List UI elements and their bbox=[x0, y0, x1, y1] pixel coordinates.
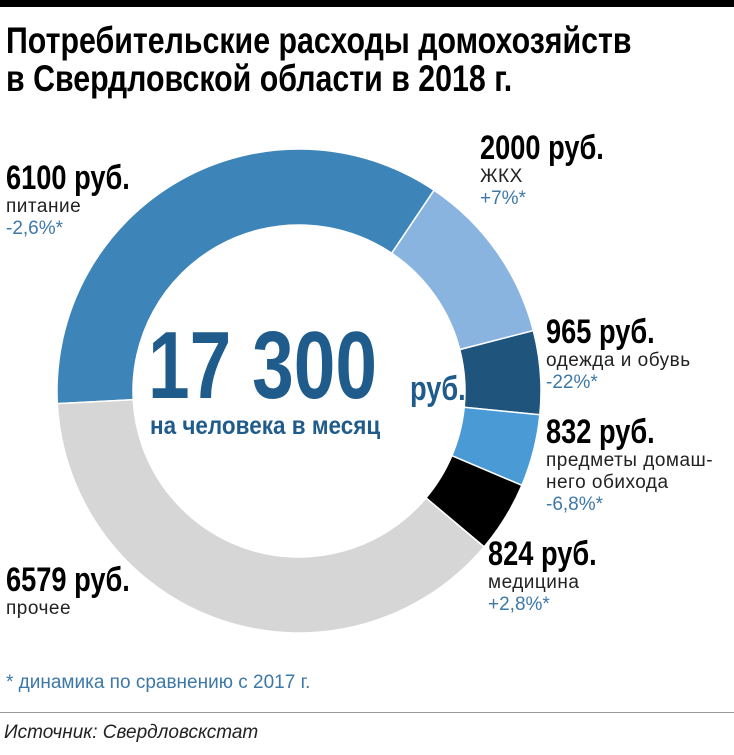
category-label: одежда и обувь bbox=[546, 350, 691, 371]
change-label: -2,6%* bbox=[6, 218, 64, 239]
label-clothing: 965 руб. одежда и обувь -22%* bbox=[546, 314, 691, 394]
source-divider bbox=[0, 712, 734, 713]
donut-slice-5 bbox=[56, 398, 486, 634]
category-label: прочее bbox=[6, 598, 72, 619]
source: Источник: Свердловскстат bbox=[4, 722, 259, 743]
total-unit: руб. bbox=[410, 370, 466, 408]
category-label: ЖКХ bbox=[480, 166, 523, 187]
chart-title: Потребительские расходы домохозяйств в С… bbox=[6, 20, 632, 99]
total-caption: на человека в месяц bbox=[150, 412, 381, 440]
label-food: 6100 руб. питание -2,6%* bbox=[6, 160, 161, 240]
category-label: него обихода bbox=[546, 472, 669, 493]
value-label: 832 руб. bbox=[546, 413, 655, 451]
category-label: медицина bbox=[488, 572, 580, 593]
donut-slice-0 bbox=[56, 148, 436, 405]
value-label: 6579 руб. bbox=[6, 561, 130, 599]
label-household: 832 руб. предметы домаш- него обихода -6… bbox=[546, 414, 713, 516]
change-label: +2,8%* bbox=[488, 594, 550, 615]
change-label: -22%* bbox=[546, 372, 598, 393]
label-other: 6579 руб. прочее bbox=[6, 562, 161, 620]
value-label: 6100 руб. bbox=[6, 159, 130, 197]
category-label: питание bbox=[6, 196, 82, 217]
change-label: +7%* bbox=[480, 188, 526, 209]
total-value: 17 300 bbox=[148, 312, 378, 419]
footnote: * динамика по сравнению с 2017 г. bbox=[6, 672, 311, 693]
change-label: -6,8%* bbox=[546, 494, 604, 515]
label-medicine: 824 руб. медицина +2,8%* bbox=[488, 536, 624, 616]
value-label: 2000 руб. bbox=[480, 129, 604, 167]
category-label: предметы домаш- bbox=[546, 450, 714, 471]
label-utilities: 2000 руб. ЖКХ +7%* bbox=[480, 130, 635, 210]
value-label: 965 руб. bbox=[546, 313, 655, 351]
top-rule bbox=[0, 0, 734, 7]
value-label: 824 руб. bbox=[488, 535, 597, 573]
